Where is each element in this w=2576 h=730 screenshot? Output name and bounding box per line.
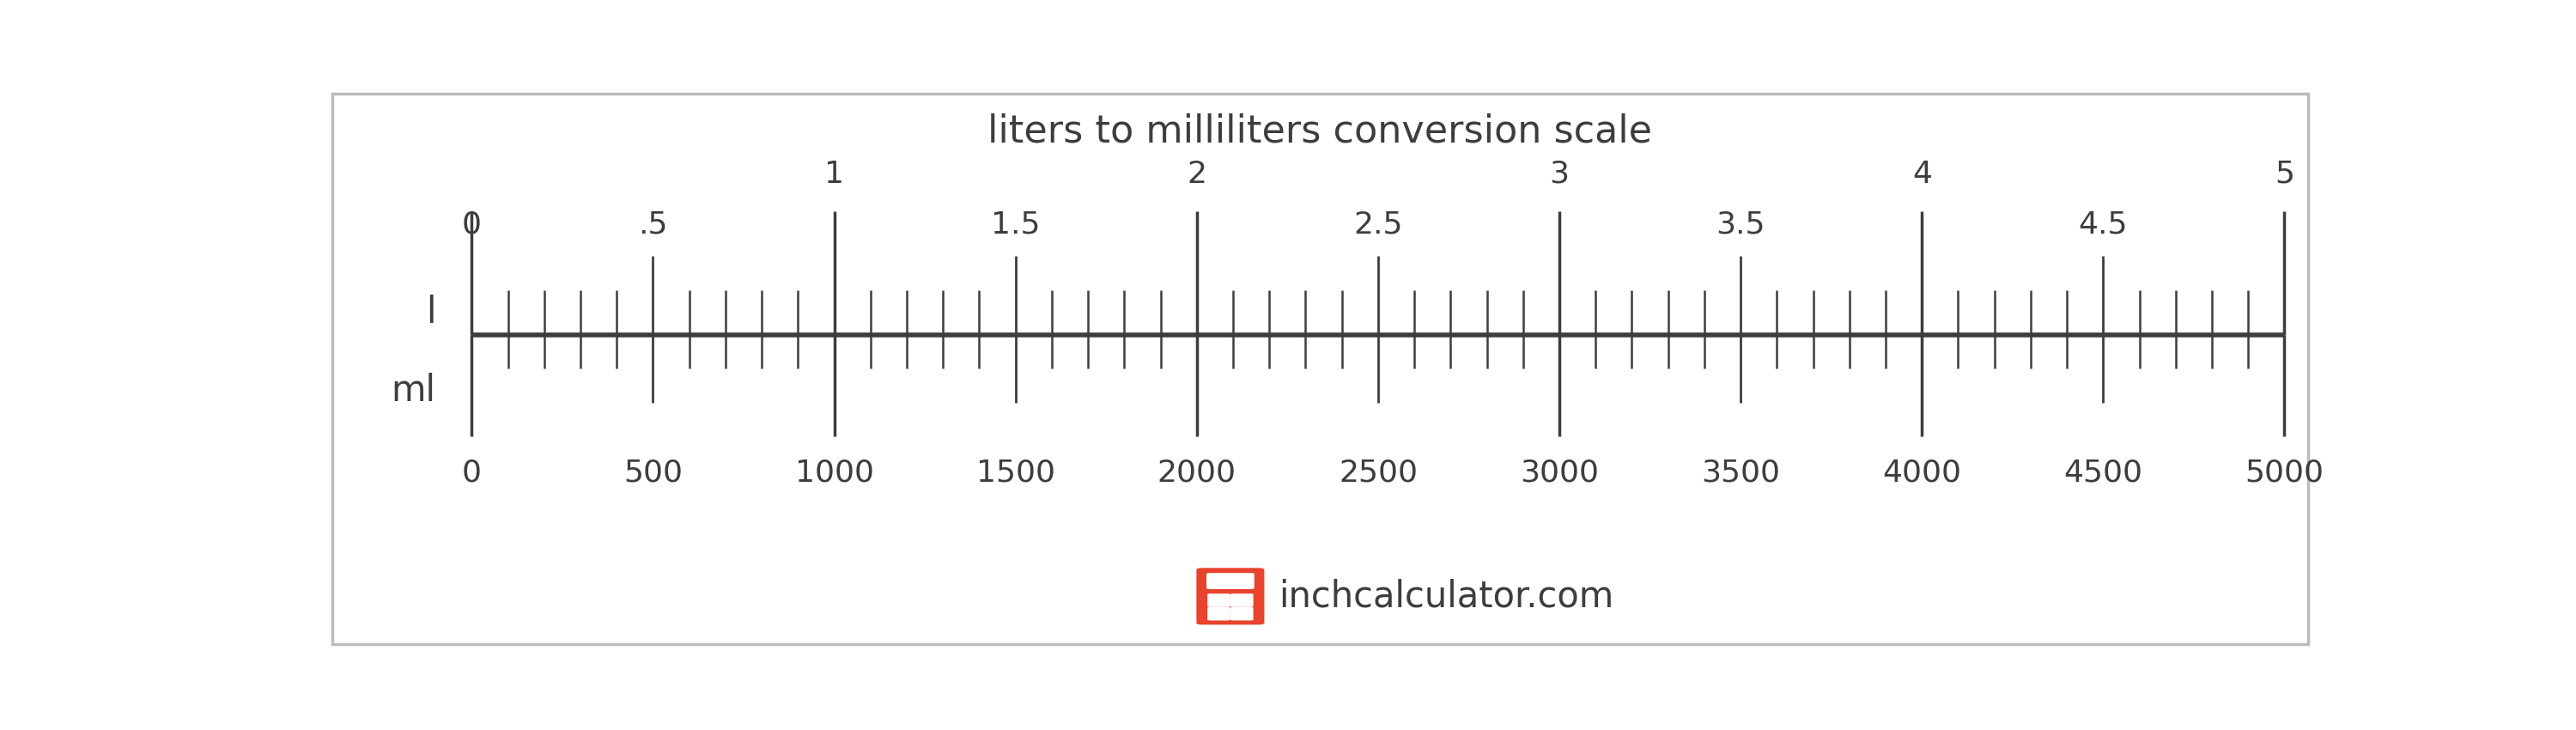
Text: 3500: 3500 — [1700, 458, 1780, 488]
Text: 5000: 5000 — [2244, 458, 2324, 488]
FancyBboxPatch shape — [1208, 593, 1231, 607]
Text: l: l — [425, 294, 435, 331]
Text: .5: .5 — [639, 210, 667, 239]
Text: 3000: 3000 — [1520, 458, 1600, 488]
Text: 4000: 4000 — [1883, 458, 1960, 488]
Text: 2000: 2000 — [1157, 458, 1236, 488]
Text: 3.5: 3.5 — [1716, 210, 1765, 239]
Text: 2500: 2500 — [1340, 458, 1417, 488]
Text: inchcalculator.com: inchcalculator.com — [1278, 578, 1613, 615]
Text: 1500: 1500 — [976, 458, 1056, 488]
Text: 1.5: 1.5 — [992, 210, 1041, 239]
Text: 5: 5 — [2275, 160, 2295, 189]
FancyBboxPatch shape — [1231, 607, 1255, 620]
Text: 4.5: 4.5 — [2079, 210, 2128, 239]
FancyBboxPatch shape — [1195, 568, 1265, 625]
Text: 2.5: 2.5 — [1352, 210, 1404, 239]
Text: 4: 4 — [1911, 160, 1932, 189]
Text: 3: 3 — [1551, 160, 1569, 189]
Text: 2: 2 — [1188, 160, 1206, 189]
FancyBboxPatch shape — [1206, 573, 1255, 589]
FancyBboxPatch shape — [1208, 607, 1231, 620]
Text: 0: 0 — [461, 458, 482, 488]
Text: 500: 500 — [623, 458, 683, 488]
Text: 1: 1 — [824, 160, 845, 189]
Text: ml: ml — [392, 372, 435, 409]
Text: 4500: 4500 — [2063, 458, 2143, 488]
Text: 1000: 1000 — [796, 458, 873, 488]
Text: 0: 0 — [461, 210, 482, 239]
Text: liters to milliliters conversion scale: liters to milliliters conversion scale — [989, 113, 1654, 150]
FancyBboxPatch shape — [1231, 593, 1255, 607]
